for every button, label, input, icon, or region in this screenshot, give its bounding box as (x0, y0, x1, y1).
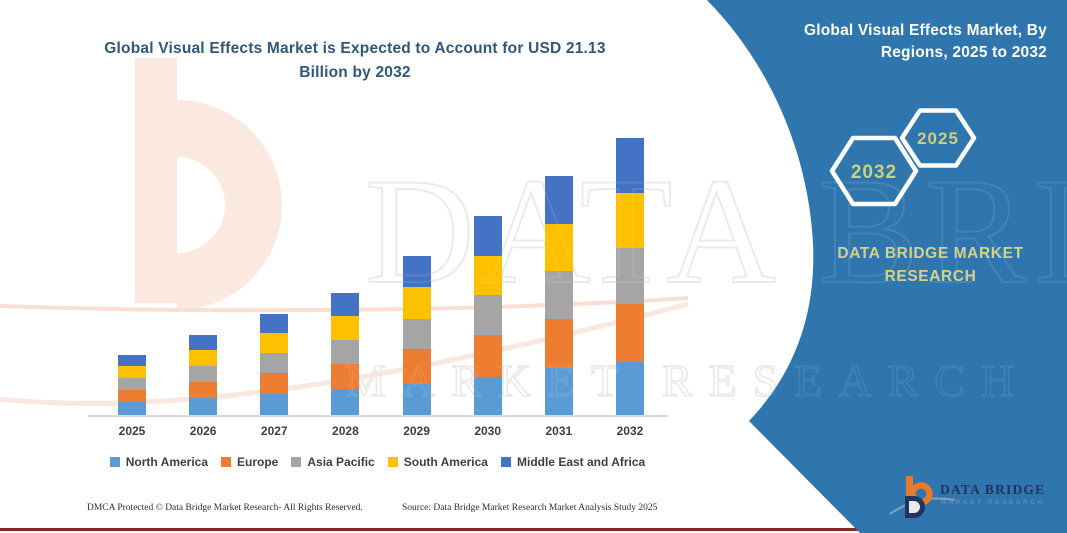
bar-segment-asia-pacific-2031 (544, 271, 573, 320)
bar-segment-middle-east-and-africa-2032 (615, 137, 644, 193)
x-axis-label-2029: 2029 (403, 424, 430, 438)
legend-item-south-america: South America (387, 455, 488, 469)
bar-segment-south-america-2030 (473, 256, 502, 296)
footer-source-text: Source: Data Bridge Market Research Mark… (402, 503, 658, 513)
bar-segment-asia-pacific-2030 (473, 295, 502, 336)
watermark-swoosh2-icon (0, 301, 689, 406)
bar-segment-middle-east-and-africa-2028 (331, 293, 360, 316)
legend-item-north-america: North America (109, 455, 209, 469)
legend-swatch-icon (221, 457, 232, 467)
legend-item-asia-pacific: Asia Pacific (291, 455, 375, 469)
bar-segment-europe-2032 (615, 303, 644, 362)
bottom-accent-rule (0, 528, 1040, 531)
legend-label: South America (403, 455, 488, 469)
bar-segment-middle-east-and-africa-2026 (189, 335, 218, 351)
bar-segment-middle-east-and-africa-2027 (260, 314, 289, 334)
bar-segment-asia-pacific-2029 (402, 318, 431, 349)
watermark-big-text-overlay: DATA BRIDGE (365, 147, 1067, 315)
bar-segment-south-america-2031 (544, 223, 573, 272)
legend-item-europe: Europe (221, 455, 278, 469)
bar-segment-middle-east-and-africa-2030 (473, 215, 502, 257)
bar-segment-asia-pacific-2025 (118, 377, 146, 390)
bar-segment-europe-2025 (118, 389, 146, 403)
legend-label: Middle East and Africa (516, 455, 646, 469)
bar-segment-south-america-2027 (260, 333, 289, 353)
bar-segment-south-america-2025 (118, 366, 146, 378)
bar-segment-asia-pacific-2032 (615, 247, 644, 304)
bar-segment-north-america-2032 (615, 361, 644, 415)
legend-swatch-icon (387, 457, 398, 467)
legend: North America Europe Asia Pacific South Ame… (85, 455, 670, 469)
bar-segment-north-america-2027 (260, 393, 289, 415)
bar-segment-asia-pacific-2027 (260, 352, 289, 374)
bar-segment-middle-east-and-africa-2031 (544, 176, 573, 224)
legend-item-middle-east-and-africa: Middle East and Africa (500, 455, 646, 469)
bar-segment-middle-east-and-africa-2029 (402, 256, 431, 287)
bar-segment-north-america-2031 (544, 367, 573, 415)
bar-segment-south-america-2028 (331, 316, 360, 340)
x-axis-label-2032: 2032 (616, 424, 644, 438)
x-axis-label-2030: 2030 (474, 424, 502, 438)
bar-segment-middle-east-and-africa-2025 (118, 354, 146, 367)
bar-segment-asia-pacific-2026 (189, 365, 218, 382)
legend-label: Europe (237, 455, 279, 469)
watermark-sub-text-overlay: MARKET RESEARCH (345, 355, 1030, 406)
bar-segment-europe-2031 (544, 319, 573, 368)
bar-segment-south-america-2032 (615, 192, 644, 248)
bar-segment-north-america-2029 (402, 383, 431, 415)
bar-segment-north-america-2025 (118, 402, 146, 415)
legend-swatch-icon (109, 457, 120, 467)
legend-swatch-icon (500, 457, 511, 467)
bar-segment-europe-2030 (473, 335, 502, 377)
bar-segment-north-america-2030 (473, 376, 502, 415)
chart-title: Global Visual Effects Market is Expected… (104, 40, 606, 81)
side-panel-shape (707, 0, 1067, 533)
bar-segment-north-america-2026 (189, 397, 218, 415)
legend-label: Asia Pacific (307, 455, 375, 469)
bar-segment-europe-2026 (189, 381, 218, 398)
x-axis-label-2031: 2031 (545, 424, 573, 438)
x-axis-label-2026: 2026 (189, 424, 217, 438)
bar-segment-europe-2027 (260, 373, 289, 394)
bar-segment-south-america-2029 (402, 286, 431, 319)
x-axis-line (88, 415, 668, 417)
bar-segment-europe-2028 (331, 364, 360, 390)
legend-label: North America (125, 455, 209, 469)
legend-swatch-icon (291, 457, 302, 467)
x-axis-label-2025: 2025 (118, 424, 146, 438)
bar-segment-europe-2029 (402, 348, 431, 384)
bar-segment-south-america-2026 (189, 350, 218, 366)
x-axis-label-2028: 2028 (332, 424, 359, 438)
footer-dmca-text: DMCA Protected © Data Bridge Market Rese… (87, 503, 363, 513)
bar-segment-north-america-2028 (331, 389, 360, 415)
bar-segment-asia-pacific-2028 (331, 339, 360, 365)
x-axis-label-2027: 2027 (260, 424, 288, 438)
